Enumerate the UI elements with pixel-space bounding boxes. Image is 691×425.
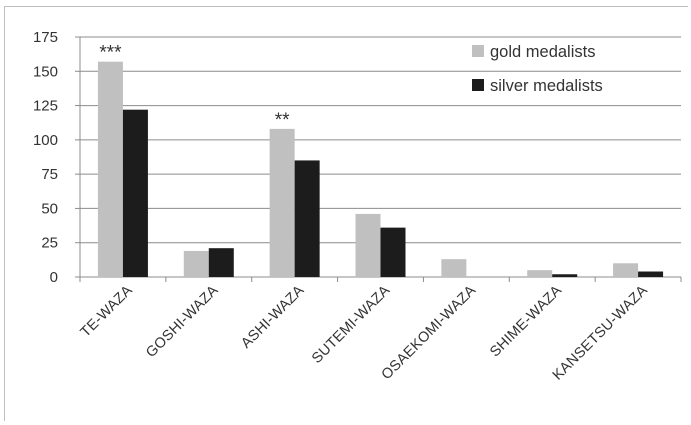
bar-silver-goshi-waza — [208, 248, 234, 277]
bar-gold-kansetsu-waza — [613, 263, 639, 277]
legend-label-silver: silver medalists — [490, 77, 603, 95]
bar-gold-te-waza — [97, 61, 123, 277]
x-tick-label: ASHI-WAZA — [238, 282, 307, 351]
x-tick-label: SUTEMI-WAZA — [309, 282, 393, 366]
y-tick-label: 25 — [41, 235, 58, 252]
bar-silver-te-waza — [122, 109, 148, 277]
y-tick-label: 50 — [41, 200, 58, 217]
x-tick-label: TE-WAZA — [78, 282, 136, 340]
y-tick-label: 175 — [33, 29, 58, 46]
y-tick-label: 100 — [33, 132, 58, 149]
significance-annotation: *** — [99, 43, 122, 64]
legend-label-gold: gold medalists — [490, 43, 595, 61]
bar-gold-ashi-waza — [269, 128, 295, 277]
x-tick-labels: TE-WAZA GOSHI-WAZA ASHI-WAZA SUTEMI-WAZAOSA… — [78, 282, 651, 383]
bar-silver-ashi-waza — [294, 160, 320, 277]
bar-gold-goshi-waza — [183, 250, 209, 277]
bar-gold-shime-waza — [527, 270, 553, 277]
y-tick-label: 0 — [50, 269, 58, 286]
bar-gold-sutemi-waza — [355, 213, 381, 277]
x-tick-label: KANSETSU-WAZA — [550, 282, 651, 383]
x-tick-label: SHIME-WAZA — [487, 282, 565, 360]
y-tick-labels: 0 25 50 75 100 125 150 175 — [33, 29, 58, 286]
significance-annotation: ** — [275, 110, 290, 131]
legend-swatch-silver — [472, 79, 484, 91]
bar-silver-kansetsu-waza — [638, 271, 664, 277]
gridlines — [80, 36, 681, 244]
bar-silver-shime-waza — [552, 274, 578, 277]
bar-gold-osaekomi-waza — [441, 259, 467, 277]
y-tick-label: 75 — [41, 166, 58, 183]
x-tick-label: GOSHI-WAZA — [143, 282, 222, 361]
significance-annotations: ***** — [99, 43, 290, 131]
bar-silver-sutemi-waza — [380, 227, 406, 277]
chart-frame — [4, 6, 688, 421]
legend: gold medalists silver medalists — [472, 43, 603, 95]
bars — [97, 61, 664, 277]
legend-swatch-gold — [472, 45, 484, 57]
x-tick-label: OSAEKOMI-WAZA — [379, 282, 480, 383]
y-tick-label: 125 — [33, 98, 58, 115]
y-tick-label: 150 — [33, 63, 58, 80]
